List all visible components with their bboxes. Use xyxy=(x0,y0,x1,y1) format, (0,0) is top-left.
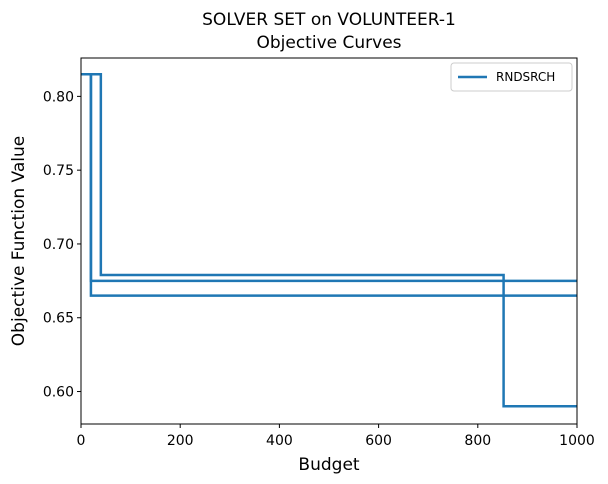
x-axis: 0 200 400 600 800 1000 xyxy=(77,424,595,449)
x-axis-title: Budget xyxy=(298,455,359,475)
series-line-2 xyxy=(81,72,577,283)
plot-frame xyxy=(80,57,578,425)
x-tick-label: 400 xyxy=(266,433,293,449)
series-line-1 xyxy=(81,72,577,297)
x-tick-label: 600 xyxy=(365,433,392,449)
x-tick-label: 0 xyxy=(77,433,86,449)
series-line-3 xyxy=(81,72,577,408)
y-tick-label: 0.80 xyxy=(43,89,74,105)
legend-box xyxy=(450,62,573,92)
plot-lines xyxy=(81,72,577,408)
y-axis-title: Objective Function Value xyxy=(9,136,29,346)
x-tick-label: 200 xyxy=(167,433,194,449)
legend: RNDSRCH xyxy=(450,62,573,92)
x-tick-label: 1000 xyxy=(559,433,595,449)
y-axis: 0.60 0.65 0.70 0.75 0.80 xyxy=(43,89,81,401)
y-tick-label: 0.60 xyxy=(43,385,74,401)
x-tick-label: 800 xyxy=(464,433,491,449)
chart-title: SOLVER SET on VOLUNTEER-1 xyxy=(202,10,456,30)
chart-subtitle: Objective Curves xyxy=(256,33,401,53)
legend-label: RNDSRCH xyxy=(496,70,555,84)
y-tick-label: 0.75 xyxy=(43,163,74,179)
y-tick-label: 0.65 xyxy=(43,311,74,327)
y-tick-label: 0.70 xyxy=(43,237,74,253)
